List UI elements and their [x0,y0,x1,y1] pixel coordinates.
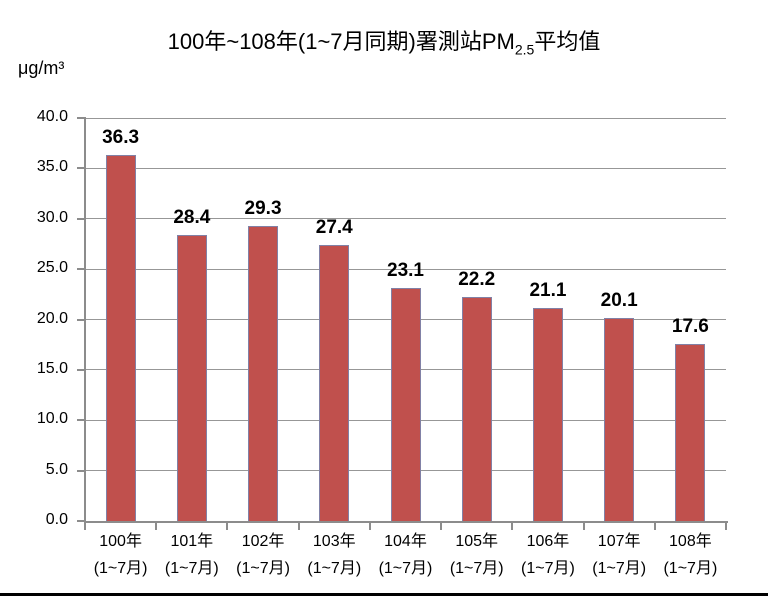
x-axis-label-year: 101年 [170,533,214,550]
bar [105,155,136,521]
x-axis-label-period: (1~7月) [663,560,718,577]
gridline [85,167,726,169]
chart-title: 100年~108年(1~7月同期)署測站PM2.5平均值 [0,24,768,56]
y-tick-mark [77,117,85,119]
bar [532,308,563,521]
y-axis-unit-label: μg/m³ [18,58,65,78]
y-tick-mark [77,268,85,271]
bar [390,288,421,521]
x-axis-label-year: 107年 [597,533,641,550]
x-axis-label-period: (1~7月) [164,560,219,577]
bar-value-label: 23.1 [387,260,424,282]
bar [461,297,492,521]
bar-value-label: 20.1 [600,290,638,312]
y-axis-tick-label: 35.0 [36,158,68,176]
x-tick-mark [440,521,443,530]
y-tick-mark [77,419,85,422]
x-axis-category-label: 103年 (1~7月) [299,528,370,582]
x-tick-mark [725,521,727,530]
x-axis-category-label: 101年 (1~7月) [156,528,227,582]
y-axis-tick-label: 0.0 [45,511,68,528]
x-axis-category-label: 102年 (1~7月) [227,528,298,582]
bar-value-label: 29.3 [244,197,282,219]
x-tick-mark [155,521,158,530]
x-axis-label-period: (1~7月) [521,560,575,577]
x-axis-label-year: 100年 [99,533,142,550]
x-axis-label-year: 108年 [669,533,712,550]
y-axis-tick-label: 30.0 [36,208,68,226]
y-tick-mark [77,368,85,371]
x-axis-line [84,521,728,523]
x-tick-mark [84,521,86,530]
y-axis-tick-label: 5.0 [45,460,68,478]
gridline [85,218,726,220]
x-axis-category-label: 100年 (1~7月) [85,528,156,582]
x-tick-mark [582,521,585,530]
x-axis-label-period: (1~7月) [592,560,647,577]
y-axis-line [84,117,86,523]
x-axis-category-label: 107年 (1~7月) [584,528,655,582]
y-tick-mark [77,217,85,220]
gridline [85,268,726,270]
bottom-border-rule [0,593,768,596]
x-axis-category-label: 105年 (1~7月) [441,528,512,582]
y-axis-tick-label: 10.0 [36,410,68,428]
chart-title-main: 100年~108年(1~7月同期)署測站PM [167,29,515,54]
bar [675,343,706,521]
x-axis-category-label: 108年 (1~7月) [655,528,726,582]
y-axis-tick-label: 20.0 [36,309,68,327]
x-tick-mark [653,521,656,530]
x-axis-category-label: 104年 (1~7月) [370,528,441,582]
y-tick-mark [77,520,85,522]
y-tick-mark [77,469,85,472]
bar-value-label: 21.1 [529,280,567,302]
x-axis-label-year: 104年 [384,533,427,550]
bar-value-label: 28.4 [173,206,211,228]
x-axis-label-period: (1~7月) [378,560,433,577]
x-axis-category-label: 106年 (1~7月) [512,528,583,582]
x-tick-mark [226,521,229,530]
y-tick-mark [77,167,85,170]
x-axis-label-year: 106年 [526,533,570,550]
y-tick-mark [77,318,85,321]
y-axis-tick-label: 25.0 [36,259,68,277]
x-tick-mark [368,521,371,530]
x-axis-label-year: 103年 [312,533,356,550]
bar [319,244,350,521]
x-tick-mark [297,521,300,530]
bar-value-label: 27.4 [315,216,353,238]
bar-value-label: 17.6 [671,315,709,337]
x-tick-mark [511,521,514,530]
y-axis-tick-label: 40.0 [36,108,68,125]
x-axis-label-period: (1~7月) [236,560,290,577]
bar [176,234,207,521]
bar-value-label: 22.2 [458,269,496,291]
gridline [85,117,726,119]
y-axis-tick-label: 15.0 [36,359,68,377]
chart-title-subscript: 2.5 [514,41,535,58]
bar [248,225,279,521]
bar [604,318,635,521]
bar-value-label: 36.3 [102,127,140,149]
x-axis-label-year: 102年 [241,533,285,550]
x-axis-label-period: (1~7月) [93,560,148,577]
chart-title-tail: 平均值 [534,29,601,54]
x-axis-label-period: (1~7月) [307,560,362,577]
x-axis-label-period: (1~7月) [449,560,504,577]
x-axis-label-year: 105年 [455,533,499,550]
